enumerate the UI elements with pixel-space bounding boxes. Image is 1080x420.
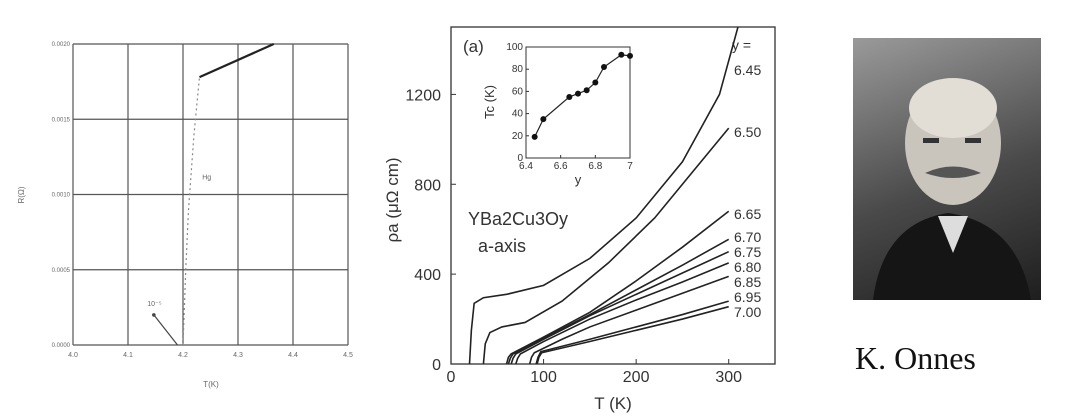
x-tick-label: 4.0 bbox=[68, 352, 78, 359]
x-tick-label: 4.3 bbox=[233, 352, 243, 359]
curve-y-6.70 bbox=[507, 238, 730, 364]
portrait-silhouette bbox=[873, 78, 1031, 300]
curve-label: 6.85 bbox=[734, 274, 761, 290]
x-tick-label: 0 bbox=[447, 369, 456, 386]
x-tick-label: 4.1 bbox=[123, 352, 133, 359]
curve-y-6.65 bbox=[505, 210, 730, 364]
arrow-head bbox=[152, 313, 156, 317]
y-tick-label: 0.0005 bbox=[52, 268, 71, 274]
curve-y-6.50 bbox=[482, 127, 730, 364]
inset-point bbox=[618, 51, 625, 58]
inset-y-tick-label: 100 bbox=[506, 42, 523, 53]
curve-label: 6.75 bbox=[734, 244, 761, 260]
inset-x-tick-label: 7 bbox=[627, 161, 633, 172]
y-tick-label: 1200 bbox=[405, 87, 441, 104]
x-tick-label: 200 bbox=[623, 369, 650, 386]
curve-label: 7.00 bbox=[734, 304, 761, 320]
y-tick-label: 0.0020 bbox=[52, 42, 71, 48]
plot-frame bbox=[450, 26, 776, 365]
x-tick-label: 300 bbox=[715, 369, 742, 386]
curve-label: 6.70 bbox=[734, 229, 761, 245]
inset-point bbox=[592, 79, 599, 86]
y-tick-label: 0.0010 bbox=[52, 193, 71, 199]
legend-header: y = bbox=[732, 37, 751, 53]
curve-y-6.85 bbox=[528, 275, 729, 364]
inset-y-tick-label: 40 bbox=[512, 109, 524, 120]
x-tick-label: 4.5 bbox=[343, 352, 353, 359]
panel-label: (a) bbox=[463, 37, 484, 56]
inset-y-tick-label: 20 bbox=[512, 131, 524, 142]
curve-y-6.80 bbox=[515, 262, 730, 364]
curve-y-7.00 bbox=[536, 305, 729, 364]
series-line-hg-transition bbox=[182, 77, 201, 346]
inset-y-tick-label: 60 bbox=[512, 86, 524, 97]
curve-y-6.45 bbox=[468, 27, 739, 364]
inset-point bbox=[531, 133, 538, 140]
curve-label: 6.95 bbox=[734, 289, 761, 305]
x-tick-label: 100 bbox=[530, 369, 557, 386]
annotation-arrow bbox=[153, 314, 178, 346]
inset-point bbox=[575, 90, 581, 97]
inset-y-tick-label: 80 bbox=[512, 64, 524, 75]
inset-x-tick-label: 6.8 bbox=[588, 161, 602, 172]
x-tick-label: 4.4 bbox=[288, 352, 298, 359]
x-tick-label: 4.2 bbox=[178, 352, 188, 359]
inset-frame bbox=[525, 46, 631, 159]
y-axis-label: ρa (μΩ cm) bbox=[383, 157, 402, 242]
inset-point bbox=[540, 116, 547, 123]
ten-minus-five-label: 10⁻⁵ bbox=[147, 301, 161, 308]
curve-label: 6.45 bbox=[734, 62, 761, 78]
inset-x-tick-label: 6.4 bbox=[519, 161, 533, 172]
hg-label: Hg bbox=[202, 174, 211, 181]
photo-caption: K. Onnes bbox=[855, 340, 976, 376]
curve-label: 6.80 bbox=[734, 259, 761, 275]
inset-x-tick-label: 6.6 bbox=[554, 161, 568, 172]
x-axis-label: T(K) bbox=[203, 380, 219, 389]
inset-y-axis-label: Tc (K) bbox=[482, 85, 497, 119]
axis-direction-label: a-axis bbox=[478, 236, 526, 256]
curve-y-6.75 bbox=[510, 250, 730, 364]
compound-label: YBa2Cu3Oy bbox=[468, 209, 568, 229]
curve-label: 6.65 bbox=[734, 206, 761, 222]
curve-label: 6.50 bbox=[734, 124, 761, 140]
y-tick-label: 800 bbox=[414, 177, 441, 194]
inset-point bbox=[583, 87, 590, 94]
y-tick-label: 0.0000 bbox=[52, 343, 71, 349]
portrait-photo bbox=[853, 38, 1041, 300]
inset-x-axis-label: y bbox=[575, 172, 582, 187]
y-axis-label: R(Ω) bbox=[17, 186, 26, 203]
inset-point bbox=[601, 63, 607, 70]
y-tick-label: 400 bbox=[414, 267, 441, 284]
y-tick-label: 0 bbox=[432, 357, 441, 374]
curve-y-6.95 bbox=[535, 300, 729, 364]
inset-point bbox=[627, 52, 633, 59]
inset-y-tick-label: 0 bbox=[517, 153, 523, 164]
x-axis-label: T (K) bbox=[594, 394, 631, 413]
series-line-hg-normal bbox=[199, 42, 275, 79]
y-tick-label: 0.0015 bbox=[52, 117, 71, 123]
inset-point bbox=[566, 93, 573, 100]
